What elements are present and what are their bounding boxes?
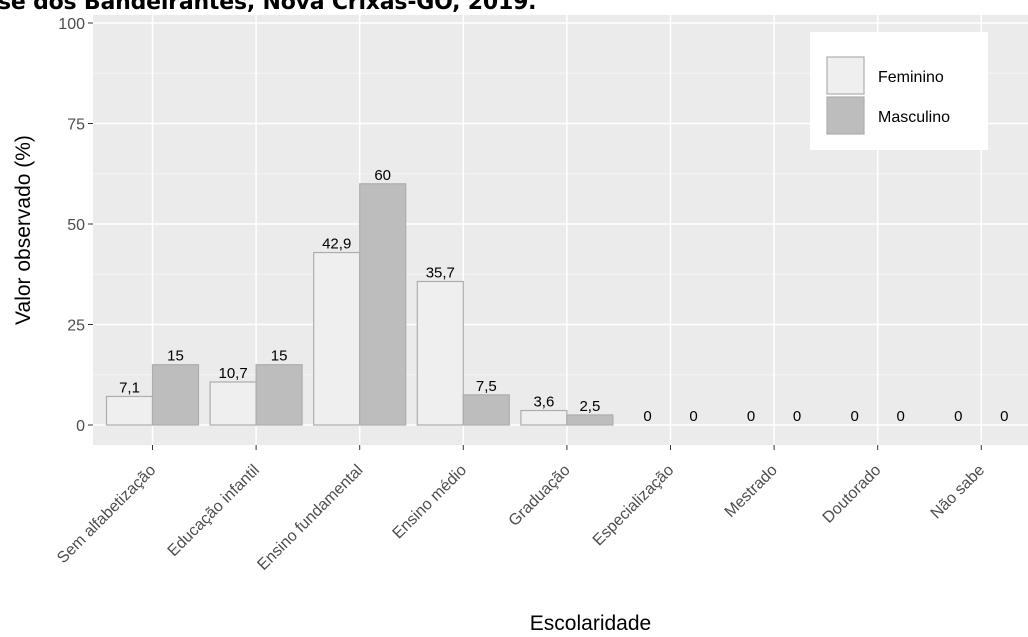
bar-value-label: 60 xyxy=(374,167,391,184)
bar-value-label: 15 xyxy=(271,348,288,365)
legend-label: Masculino xyxy=(878,109,950,126)
x-category-label: Sem alfabetização xyxy=(54,462,159,567)
bar-value-label: 7,1 xyxy=(119,379,140,396)
bar-value-label: 0 xyxy=(954,408,962,425)
y-axis: 0 25 50 75 100 xyxy=(58,16,93,435)
bar-feminino xyxy=(105,395,154,426)
x-category-label: Doutorado xyxy=(820,462,885,527)
bar-value-label: 0 xyxy=(793,408,801,425)
bar-value-label: 0 xyxy=(897,408,905,425)
bar-value-label: 0 xyxy=(689,408,697,425)
x-category-label: Educação infantil xyxy=(165,462,263,560)
bar-value-label: 0 xyxy=(643,408,651,425)
legend-swatch-masculino xyxy=(826,96,865,135)
y-tick-label: 25 xyxy=(67,318,85,335)
bar-feminino xyxy=(520,409,568,426)
bar-feminino xyxy=(209,381,257,426)
bar-feminino xyxy=(313,251,361,426)
x-category-label: Especialização xyxy=(590,462,678,550)
bar-value-label: 35,7 xyxy=(426,264,455,281)
y-tick-label: 50 xyxy=(67,217,85,234)
bar-value-label: 42,9 xyxy=(322,236,351,253)
bar-value-label: 2,5 xyxy=(579,398,600,415)
x-category-label: Graduação xyxy=(506,462,574,530)
bar-value-label: 15 xyxy=(167,348,184,365)
legend: Feminino Masculino xyxy=(810,32,988,150)
y-axis-title: Valor observado (%) xyxy=(12,135,35,325)
x-axis-title: Escolaridade xyxy=(530,612,651,635)
legend-swatch-feminino xyxy=(826,56,865,95)
x-category-label: Ensino médio xyxy=(390,462,471,543)
x-category-label: Não sabe xyxy=(928,462,989,523)
bar-masculino xyxy=(151,364,200,426)
bar-masculino xyxy=(566,414,614,426)
x-category-label: Mestrado xyxy=(722,462,781,521)
x-category-label: Ensino fundamental xyxy=(254,462,366,574)
bar-value-label: 10,7 xyxy=(218,365,247,382)
y-tick-label: 75 xyxy=(67,117,85,134)
legend-label: Feminino xyxy=(878,69,944,86)
y-tick-label: 100 xyxy=(58,16,85,33)
bar-masculino xyxy=(255,364,303,426)
bar-value-label: 7,5 xyxy=(476,378,497,395)
bar-feminino xyxy=(416,280,464,426)
y-tick-label: 0 xyxy=(76,418,85,435)
bars: 7,1 10,7 42,9 35,7 3,6 0 0 0 0 15 15 60 7,5 2,5 0 0 0 0 xyxy=(105,167,1008,426)
bar-value-label: 0 xyxy=(747,408,755,425)
bar-masculino xyxy=(359,183,407,426)
chart-top-title: se dos Bandeirantes, Nova Crixás-GO, 201… xyxy=(0,0,537,15)
bar-masculino xyxy=(462,394,510,426)
x-axis: Sem alfabetização Educação infantilEnsino… xyxy=(54,445,988,574)
bar-value-label: 0 xyxy=(851,408,859,425)
bar-value-label: 0 xyxy=(1000,408,1008,425)
bar-value-label: 3,6 xyxy=(533,394,554,411)
